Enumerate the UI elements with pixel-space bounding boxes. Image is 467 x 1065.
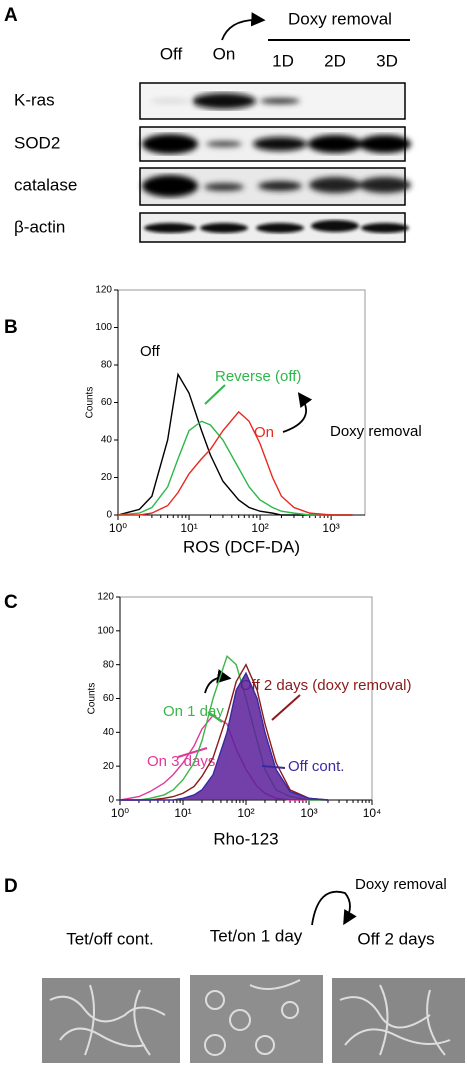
lane-label: On	[213, 44, 236, 63]
x-tick-label: 10¹	[180, 521, 197, 535]
y-tick-label: 40	[103, 727, 115, 738]
label-arrow	[177, 747, 208, 758]
x-tick-label: 10³	[322, 521, 339, 535]
area	[120, 673, 328, 800]
x-tick-label: 10²	[251, 521, 268, 535]
image-label: Tet/on 1 day	[210, 926, 303, 945]
arrow	[282, 392, 313, 433]
series-line	[118, 410, 353, 516]
label-arrow	[271, 694, 301, 721]
y-axis-label: Counts	[87, 683, 98, 715]
series-line	[117, 372, 353, 516]
lane-label: 3D	[376, 51, 398, 70]
row-label: K-ras	[14, 90, 55, 109]
label-arrow	[261, 765, 286, 769]
y-tick-label: 60	[103, 693, 115, 704]
y-tick-label: 20	[103, 761, 115, 772]
row-label: β-actin	[14, 217, 65, 236]
x-tick-label: 10⁰	[109, 521, 127, 535]
panel-letter: A	[4, 5, 18, 26]
y-tick-label: 60	[101, 397, 113, 408]
y-axis-label: Counts	[85, 387, 96, 419]
series-label: On	[254, 424, 274, 441]
label-arrow	[207, 711, 223, 723]
micrographs	[42, 975, 465, 1063]
series-label: On 1 day	[163, 703, 224, 720]
bands	[144, 220, 409, 233]
series-label: On 3 days	[147, 753, 215, 770]
series-label: Off	[140, 343, 161, 360]
plot-frame	[117, 289, 366, 516]
y-tick-label: 80	[101, 360, 113, 371]
x-tick-label: 10⁴	[363, 806, 382, 820]
panel-letter: D	[4, 876, 18, 897]
row-label: catalase	[14, 175, 77, 194]
bands	[142, 134, 411, 154]
annotation: Doxy removal	[330, 423, 422, 440]
y-tick-label: 0	[108, 795, 114, 806]
y-tick-label: 0	[106, 510, 112, 521]
y-tick-label: 100	[97, 625, 114, 636]
series-label: Off cont.	[288, 758, 344, 775]
lane-label: 1D	[272, 51, 294, 70]
label-arrow	[204, 384, 226, 405]
y-tick-label: 100	[95, 322, 112, 333]
micrograph	[332, 978, 465, 1063]
image-label: Off 2 days	[357, 929, 434, 948]
group-header: Doxy removal	[288, 9, 392, 28]
bands	[150, 93, 300, 109]
x-axis-label: Rho-123	[213, 829, 278, 848]
x-tick-label: 10⁰	[111, 806, 129, 820]
image-label: Tet/off cont.	[66, 929, 154, 948]
y-tick-label: 80	[103, 659, 115, 670]
blots: K-ras SOD2 catalase β-actin	[14, 82, 411, 243]
series-label: Off 2 days (doxy removal)	[240, 677, 411, 694]
y-tick-label: 120	[95, 285, 112, 296]
series-line	[120, 671, 329, 801]
panel-letter: C	[4, 592, 18, 613]
x-axis-label: ROS (DCF-DA)	[183, 537, 300, 556]
arrow	[221, 12, 266, 41]
arrow	[311, 890, 357, 926]
arrow	[204, 669, 232, 694]
y-tick-label: 120	[97, 592, 114, 603]
row-label: SOD2	[14, 133, 60, 152]
series-label: Reverse (off)	[215, 368, 301, 385]
bands	[142, 175, 411, 197]
series-line	[117, 420, 353, 516]
y-tick-label: 40	[101, 435, 113, 446]
cells	[49, 979, 451, 1056]
x-tick-label: 10³	[300, 806, 317, 820]
x-tick-label: 10¹	[174, 806, 191, 820]
y-tick-label: 20	[101, 472, 113, 483]
x-tick-label: 10²	[237, 806, 254, 820]
lane-label: Off	[160, 44, 183, 63]
lane-label: 2D	[324, 51, 346, 70]
panel-letter: B	[4, 317, 18, 338]
annotation: Doxy removal	[355, 876, 447, 893]
